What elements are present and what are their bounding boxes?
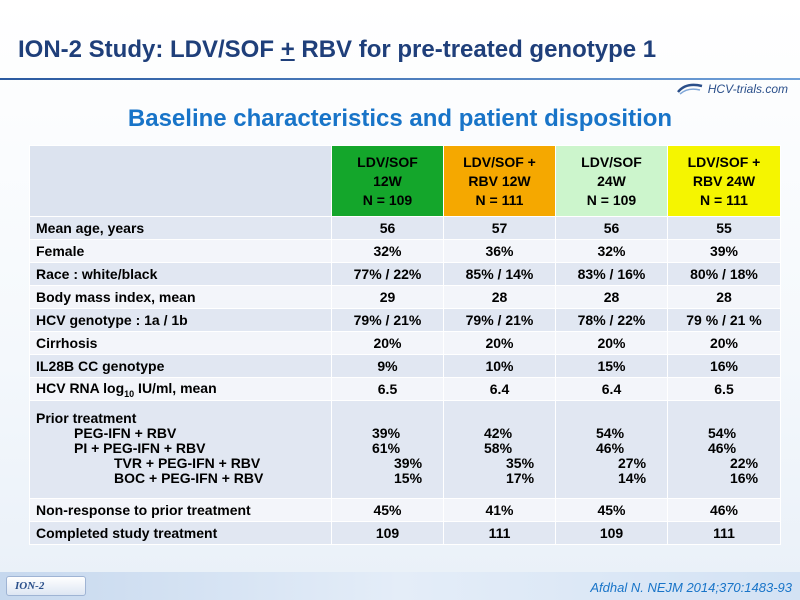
table-cell: 28 xyxy=(443,285,556,309)
col-header-ldvsof-rbv-12w: LDV/SOF + RBV 12W N = 111 xyxy=(443,145,556,217)
logo-swoosh-icon xyxy=(676,83,703,95)
row-label: IL28B CC genotype xyxy=(29,354,332,378)
table-cell: 32% xyxy=(555,239,668,263)
hcv-trials-logo: HCV-trials.com xyxy=(676,80,788,98)
prior-treatment-values: 42% 58% 35% 17% xyxy=(443,400,556,499)
prior-treatment-labels: Prior treatment PEG-IFN + RBV PI + PEG-I… xyxy=(29,400,332,499)
table-cell: 45% xyxy=(555,498,668,522)
table-row: HCV genotype : 1a / 1b 79% / 21% 79% / 2… xyxy=(29,308,781,332)
table-cell: 79% / 21% xyxy=(331,308,444,332)
table-row: Race : white/black 77% / 22% 85% / 14% 8… xyxy=(29,262,781,286)
prior-treatment-values: 54% 46% 27% 14% xyxy=(555,400,668,499)
table-cell: 6.4 xyxy=(555,377,668,401)
table-cell: 36% xyxy=(443,239,556,263)
table-cell: 9% xyxy=(331,354,444,378)
prior-treatment-values: 54% 46% 22% 16% xyxy=(667,400,781,499)
table-cell: 85% / 14% xyxy=(443,262,556,286)
table-cell: 79 % / 21 % xyxy=(667,308,781,332)
table-cell: 46% xyxy=(667,498,781,522)
prior-treatment-values: 39% 61% 39% 15% xyxy=(331,400,444,499)
table-cell: 109 xyxy=(331,521,444,545)
table-cell: 20% xyxy=(331,331,444,355)
row-label: Non-response to prior treatment xyxy=(29,498,332,522)
table-cell: 28 xyxy=(555,285,668,309)
row-label: Cirrhosis xyxy=(29,331,332,355)
baseline-table: LDV/SOF 12W N = 109 LDV/SOF + RBV 12W N = 11… xyxy=(29,145,781,545)
table-cell: 6.5 xyxy=(667,377,781,401)
table-row: Cirrhosis 20% 20% 20% 20% xyxy=(29,331,781,355)
table-cell: 56 xyxy=(331,216,444,240)
row-label: Body mass index, mean xyxy=(29,285,332,309)
table-cell: 16% xyxy=(667,354,781,378)
table-cell: 109 xyxy=(555,521,668,545)
table-row: Body mass index, mean 29 28 28 28 xyxy=(29,285,781,309)
table-row: HCV RNA log10 IU/ml, mean 6.5 6.4 6.4 6.… xyxy=(29,377,781,401)
table-cell: 57 xyxy=(443,216,556,240)
table-cell: 28 xyxy=(667,285,781,309)
table-row: Non-response to prior treatment 45% 41% … xyxy=(29,498,781,522)
row-label: Completed study treatment xyxy=(29,521,332,545)
table-cell: 20% xyxy=(667,331,781,355)
table-cell: 39% xyxy=(667,239,781,263)
table-header-row: LDV/SOF 12W N = 109 LDV/SOF + RBV 12W N = 11… xyxy=(29,145,781,217)
prior-treatment-row: Prior treatment PEG-IFN + RBV PI + PEG-I… xyxy=(29,400,781,499)
table-cell: 20% xyxy=(443,331,556,355)
table-cell: 29 xyxy=(331,285,444,309)
footer-band xyxy=(0,572,800,600)
table-cell: 77% / 22% xyxy=(331,262,444,286)
slide-title: ION-2 Study: LDV/SOF + RBV for pre-treat… xyxy=(18,36,657,63)
table-cell: 56 xyxy=(555,216,668,240)
row-label: HCV RNA log10 IU/ml, mean xyxy=(29,377,332,401)
col-header-ldvsof-24w: LDV/SOF 24W N = 109 xyxy=(555,145,668,217)
table-cell: 80% / 18% xyxy=(667,262,781,286)
table-cell: 20% xyxy=(555,331,668,355)
study-badge: ION-2 xyxy=(6,576,86,596)
table-cell: 10% xyxy=(443,354,556,378)
row-label: Mean age, years xyxy=(29,216,332,240)
row-label: Race : white/black xyxy=(29,262,332,286)
table-row: Completed study treatment 109 111 109 11… xyxy=(29,521,781,545)
table-cell: 78% / 22% xyxy=(555,308,668,332)
table-cell: 45% xyxy=(331,498,444,522)
table-cell: 111 xyxy=(667,521,781,545)
col-header-ldvsof-rbv-24w: LDV/SOF + RBV 24W N = 111 xyxy=(667,145,781,217)
reference-citation: Afdhal N. NEJM 2014;370:1483-93 xyxy=(590,580,792,595)
table-cell: 15% xyxy=(555,354,668,378)
table-row: Mean age, years 56 57 56 55 xyxy=(29,216,781,240)
table-row: IL28B CC genotype 9% 10% 15% 16% xyxy=(29,354,781,378)
row-label: Female xyxy=(29,239,332,263)
table-row: Female 32% 36% 32% 39% xyxy=(29,239,781,263)
slide-subtitle: Baseline characteristics and patient dis… xyxy=(127,105,673,132)
table-cell: 111 xyxy=(443,521,556,545)
table-cell: 83% / 16% xyxy=(555,262,668,286)
col-header-ldvsof-12w: LDV/SOF 12W N = 109 xyxy=(331,145,444,217)
row-label: HCV genotype : 1a / 1b xyxy=(29,308,332,332)
table-cell: 41% xyxy=(443,498,556,522)
table-cell: 6.5 xyxy=(331,377,444,401)
table-cell: 79% / 21% xyxy=(443,308,556,332)
header-blank-cell xyxy=(29,145,332,217)
title-divider xyxy=(0,78,800,80)
table-cell: 6.4 xyxy=(443,377,556,401)
table-cell: 32% xyxy=(331,239,444,263)
table-cell: 55 xyxy=(667,216,781,240)
